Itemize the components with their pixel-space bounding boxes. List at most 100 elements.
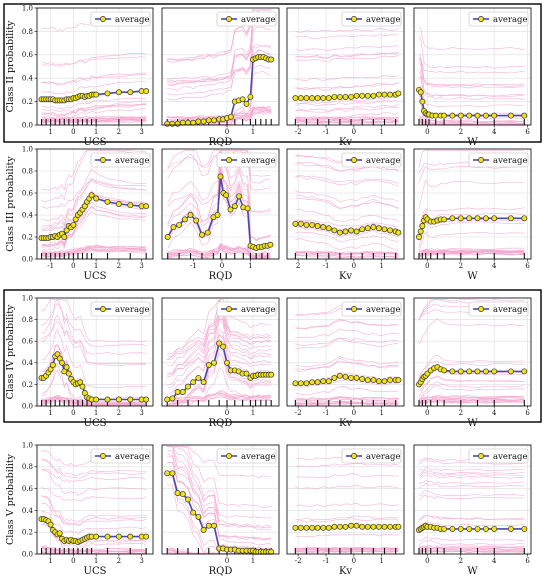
y-tick-label: 0.8 — [22, 316, 33, 324]
legend-box — [216, 152, 277, 168]
y-tick-label: 0.4 — [22, 359, 34, 367]
y-tick-label: 0.0 — [22, 402, 33, 410]
data-point — [353, 228, 360, 235]
ice-curve — [167, 334, 272, 389]
ice-curve — [295, 402, 399, 406]
legend-label: average — [493, 156, 528, 166]
data-point — [370, 523, 377, 530]
data-point — [336, 93, 343, 100]
data-point — [348, 93, 355, 100]
ice-curve — [167, 243, 271, 256]
ice-curve — [167, 446, 272, 509]
x-axis-title: Kv — [339, 137, 352, 148]
ice-curve — [41, 328, 147, 389]
ice-curve — [167, 334, 272, 374]
data-point — [457, 215, 464, 222]
x-axis-title: UCS — [84, 418, 107, 429]
data-point — [143, 533, 150, 540]
data-point — [336, 372, 343, 379]
data-point — [244, 205, 251, 212]
data-point — [466, 368, 473, 375]
ice-curve — [295, 116, 399, 121]
x-tick-label: 0 — [225, 557, 229, 565]
axes-frame — [161, 297, 280, 407]
x-tick-label: 2 — [459, 128, 463, 136]
data-point — [143, 203, 150, 210]
legend-box — [90, 301, 151, 317]
axes-frame — [36, 148, 154, 260]
rug — [40, 119, 143, 125]
ice-curve — [41, 103, 147, 116]
x-tick-label: 3 — [139, 409, 143, 417]
legend: average — [90, 448, 151, 464]
data-point — [190, 509, 197, 516]
data-point — [297, 220, 304, 227]
x-tick-label: 1 — [48, 557, 52, 565]
ice-curve — [41, 468, 147, 483]
legend-label: average — [366, 305, 401, 315]
ice-curve — [418, 401, 525, 405]
data-point — [297, 380, 304, 387]
ice-curve — [41, 494, 147, 523]
x-axis-title: UCS — [84, 271, 107, 282]
data-point — [70, 221, 77, 228]
ice-curve — [41, 100, 147, 117]
data-point — [419, 98, 426, 105]
data-point — [211, 359, 217, 366]
ice-curve — [295, 360, 399, 372]
ice-curve — [295, 120, 399, 124]
average-markers — [416, 522, 528, 533]
y-axis-title: Class IV probability — [5, 304, 16, 399]
axes-frame — [161, 7, 280, 126]
x-tick-label: 0 — [352, 262, 356, 270]
data-point — [56, 530, 63, 537]
data-point — [474, 215, 481, 222]
legend: average — [90, 11, 151, 27]
ice-curve — [167, 245, 271, 258]
x-tick-label: 1 — [379, 409, 383, 417]
data-point — [331, 227, 338, 234]
ice-curve — [295, 250, 399, 255]
data-point — [336, 229, 343, 236]
legend-marker — [100, 16, 106, 22]
data-point — [164, 396, 171, 403]
legend-marker — [100, 306, 106, 312]
ice-curve — [418, 549, 525, 553]
x-tick-label: 0 — [71, 409, 75, 417]
data-point — [164, 120, 171, 127]
x-tick-label: 1 — [379, 262, 383, 270]
x-tick-label: 3 — [139, 557, 143, 565]
data-point — [474, 525, 481, 532]
data-point — [223, 192, 230, 199]
x-tick-label: 0 — [425, 409, 429, 417]
x-tick-label: 1 — [48, 409, 52, 417]
ice-curve — [295, 52, 399, 59]
rug — [40, 548, 147, 554]
x-tick-label: 2 — [117, 128, 121, 136]
x-tick-label: 1 — [248, 262, 252, 270]
ice-curve — [167, 319, 272, 395]
ice-curve — [418, 384, 525, 403]
ice-curve — [167, 310, 272, 355]
ice-curve — [295, 81, 399, 91]
ice-curve — [167, 315, 272, 386]
data-point — [88, 192, 95, 199]
ice-curve — [41, 211, 147, 248]
data-point — [417, 89, 424, 96]
data-point — [387, 377, 394, 384]
data-point — [309, 221, 316, 228]
ice-curve — [167, 454, 272, 529]
ice-curve — [41, 168, 147, 227]
data-point — [93, 91, 100, 98]
x-tick-label: -1 — [190, 262, 197, 270]
legend-label: average — [493, 15, 528, 25]
data-point — [370, 92, 377, 99]
data-point — [474, 368, 481, 375]
ice-curves — [295, 154, 399, 259]
x-tick-label: 1 — [94, 262, 98, 270]
ice-curve — [295, 398, 399, 402]
data-point — [387, 227, 394, 234]
x-tick-label: 6 — [525, 128, 530, 136]
data-point — [395, 229, 402, 236]
